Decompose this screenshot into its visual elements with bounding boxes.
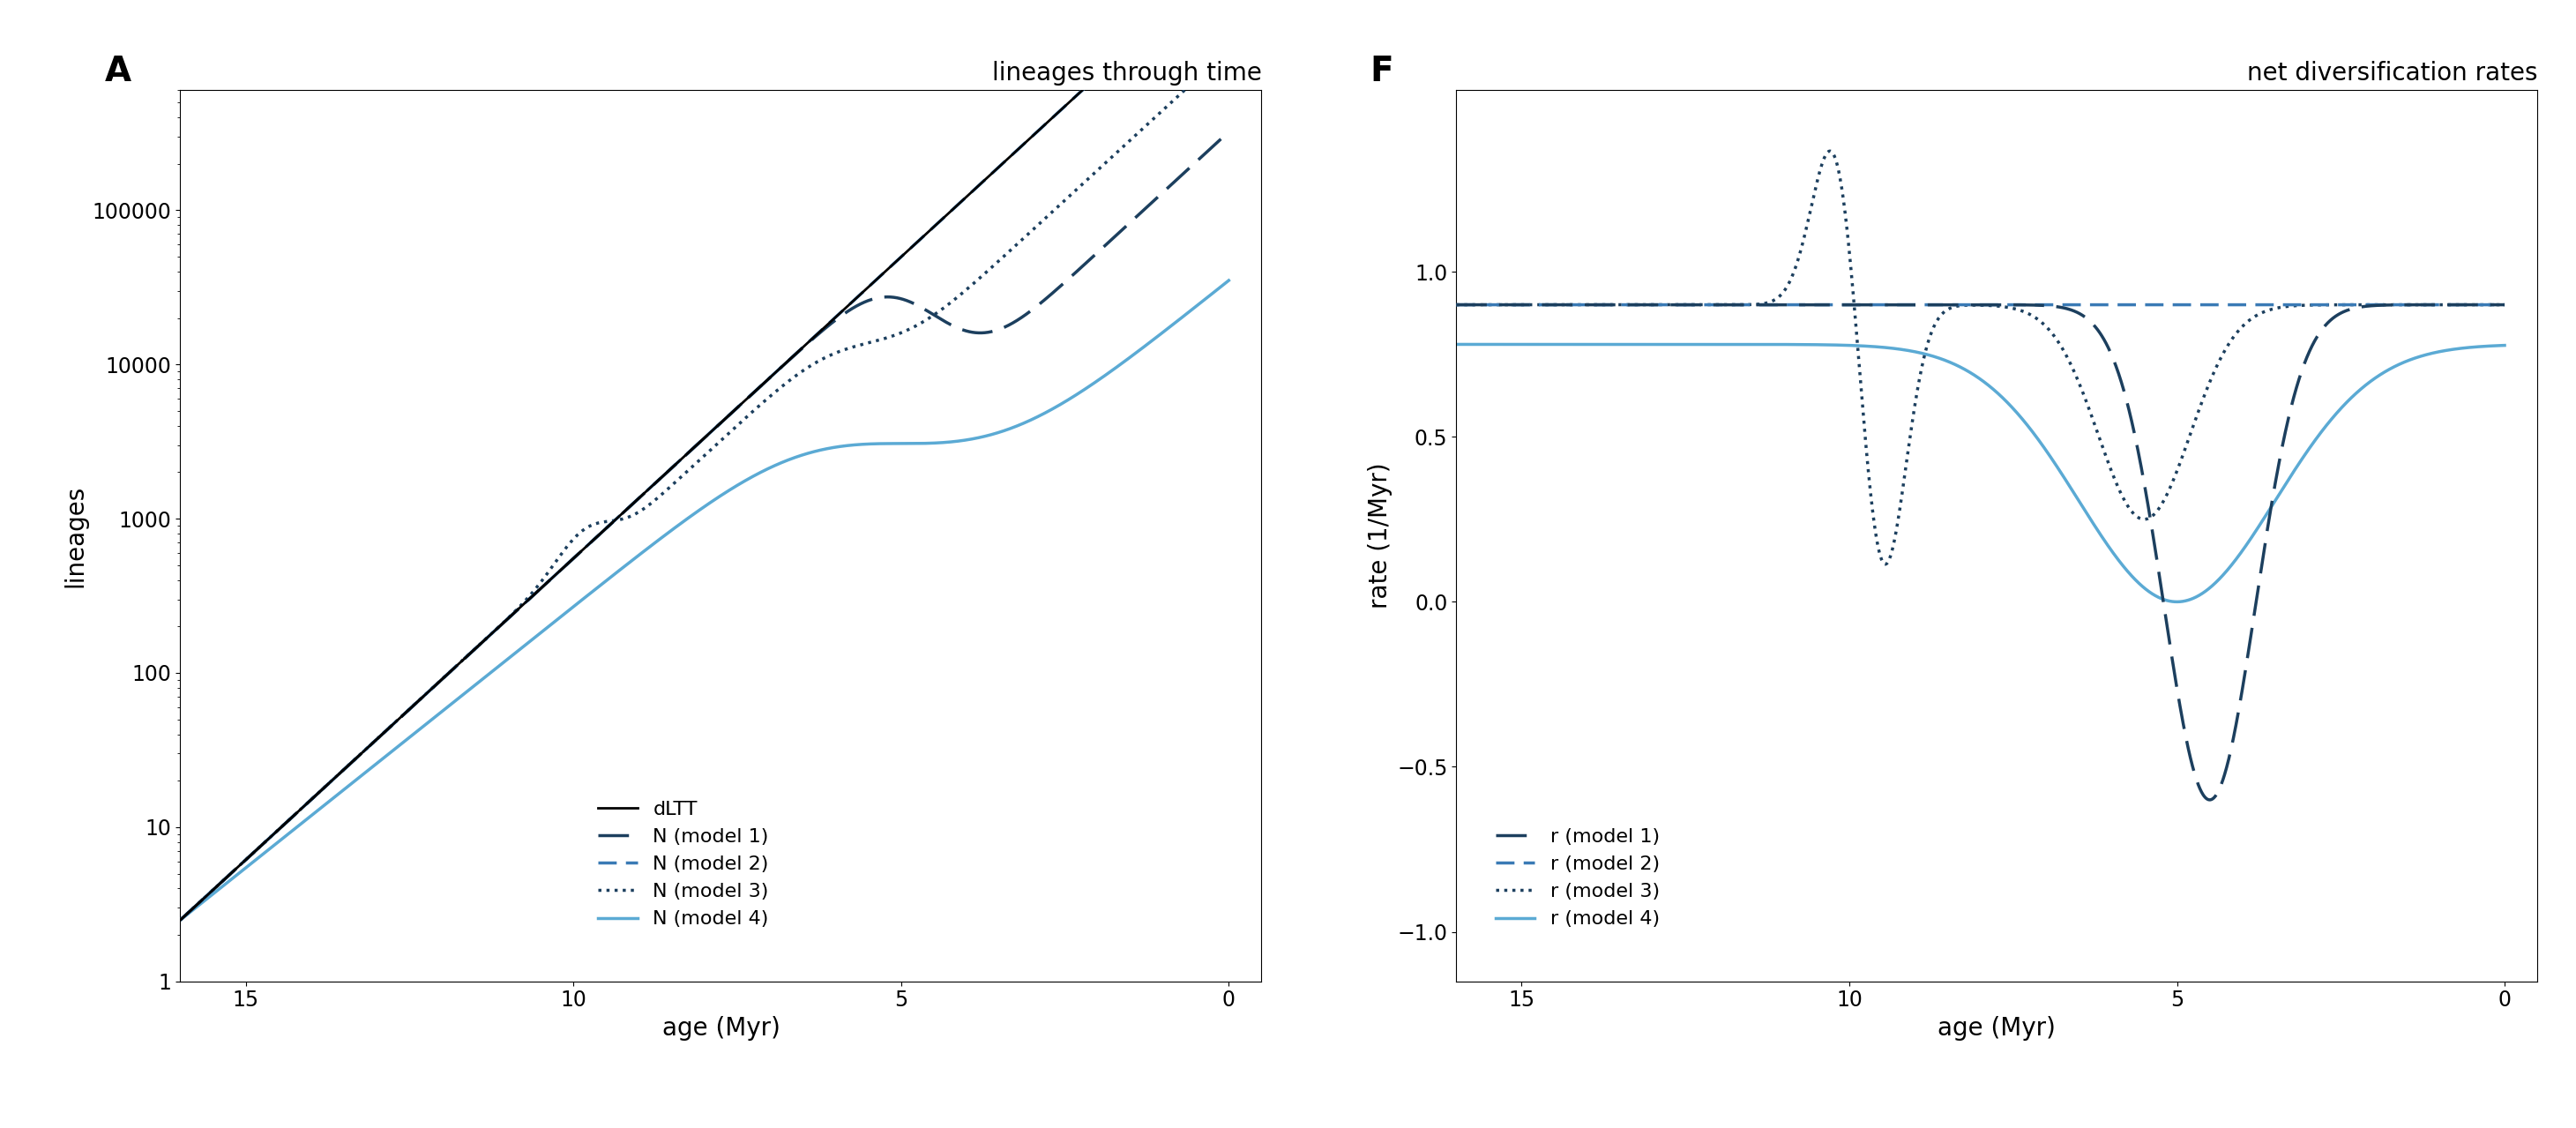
X-axis label: age (Myr): age (Myr) <box>1937 1016 2056 1041</box>
Text: A: A <box>106 54 131 88</box>
Legend: r (model 1), r (model 2), r (model 3), r (model 4): r (model 1), r (model 2), r (model 3), r… <box>1486 820 1667 936</box>
X-axis label: age (Myr): age (Myr) <box>662 1016 781 1041</box>
Text: lineages through time: lineages through time <box>992 61 1262 86</box>
Text: F: F <box>1370 54 1394 88</box>
Y-axis label: rate (1/Myr): rate (1/Myr) <box>1368 462 1391 609</box>
Text: net diversification rates: net diversification rates <box>2246 61 2537 86</box>
Legend: dLTT, N (model 1), N (model 2), N (model 3), N (model 4): dLTT, N (model 1), N (model 2), N (model… <box>590 793 775 936</box>
Y-axis label: lineages: lineages <box>62 485 88 587</box>
